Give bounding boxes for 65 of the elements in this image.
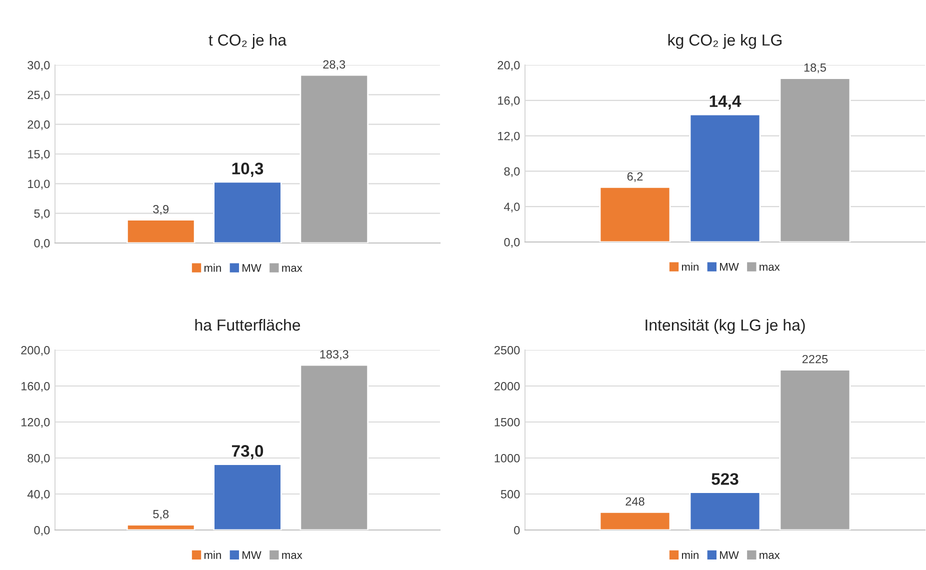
y-tick-label: 0 — [514, 526, 520, 534]
legend-label: max — [760, 552, 780, 559]
y-tick-label: 4,0 — [504, 202, 520, 212]
y-tick-label: 16,0 — [498, 96, 520, 106]
y-tick-label: 500 — [500, 490, 520, 498]
data-label: 14,4 — [710, 95, 742, 110]
y-tick-label: 20,0 — [498, 61, 520, 71]
data-label: 2225 — [802, 354, 828, 364]
chart-title: ha Futterfläche — [195, 318, 300, 331]
bar — [213, 464, 282, 530]
y-tick-label: 5,0 — [34, 209, 50, 220]
bar — [300, 364, 369, 530]
bar — [126, 219, 196, 243]
y-tick-label: 160,0 — [22, 382, 50, 392]
y-tick-label: 0,0 — [504, 238, 520, 248]
data-label: 5,8 — [153, 510, 169, 520]
chart-title: kg CO₂ je kg LG — [668, 34, 782, 49]
data-label: 18,5 — [804, 63, 826, 74]
data-label: 73,0 — [232, 445, 264, 460]
y-tick-label: 25,0 — [28, 90, 50, 100]
y-tick-label: 0,0 — [34, 239, 50, 249]
legend-label: MW — [720, 263, 739, 271]
bar — [779, 78, 851, 242]
y-tick-label: 12,0 — [498, 132, 520, 142]
y-tick-label: 15,0 — [28, 150, 50, 160]
y-tick-label: 120,0 — [22, 418, 50, 428]
y-tick-label: 2000 — [494, 382, 520, 390]
legend-label: max — [282, 266, 302, 272]
bar — [213, 181, 282, 243]
data-label: 523 — [712, 473, 738, 485]
legend-label: min — [204, 550, 221, 559]
legend-label: min — [682, 262, 698, 271]
legend-label: min — [204, 264, 221, 272]
data-label: 183,3 — [320, 350, 348, 360]
bar — [779, 369, 851, 530]
legend-label: max — [282, 552, 302, 559]
y-tick-label: 1000 — [494, 454, 520, 462]
y-tick-label: 0,0 — [34, 526, 50, 536]
chart-title: Intensität (kg LG je ha) — [646, 318, 805, 334]
legend-label: MW — [242, 264, 262, 272]
bar — [300, 74, 369, 243]
legend-label: MW — [242, 551, 262, 559]
y-tick-label: 200,0 — [21, 346, 50, 356]
legend-label: MW — [720, 551, 739, 559]
data-label: 10,3 — [232, 162, 264, 177]
y-tick-label: 10,0 — [28, 180, 50, 190]
y-tick-label: 8,0 — [504, 167, 520, 177]
bar — [599, 511, 671, 530]
y-tick-label: 2500 — [494, 346, 520, 354]
y-tick-label: 80,0 — [28, 454, 50, 464]
data-label: 6,2 — [627, 172, 643, 182]
y-tick-label: 30,0 — [28, 61, 50, 71]
data-label: 28,3 — [323, 60, 346, 70]
legend-label: max — [760, 264, 780, 271]
legend-label: min — [682, 550, 698, 559]
data-label: 248 — [626, 497, 644, 506]
chart-title: t CO₂ je ha — [208, 34, 287, 49]
bar — [126, 524, 196, 530]
y-tick-label: 40,0 — [27, 490, 50, 500]
bar — [599, 186, 671, 242]
bar — [689, 114, 761, 242]
data-label: 3,9 — [153, 205, 169, 215]
y-tick-label: 1500 — [494, 418, 520, 426]
bar — [689, 492, 761, 530]
y-tick-label: 20,0 — [28, 120, 50, 130]
